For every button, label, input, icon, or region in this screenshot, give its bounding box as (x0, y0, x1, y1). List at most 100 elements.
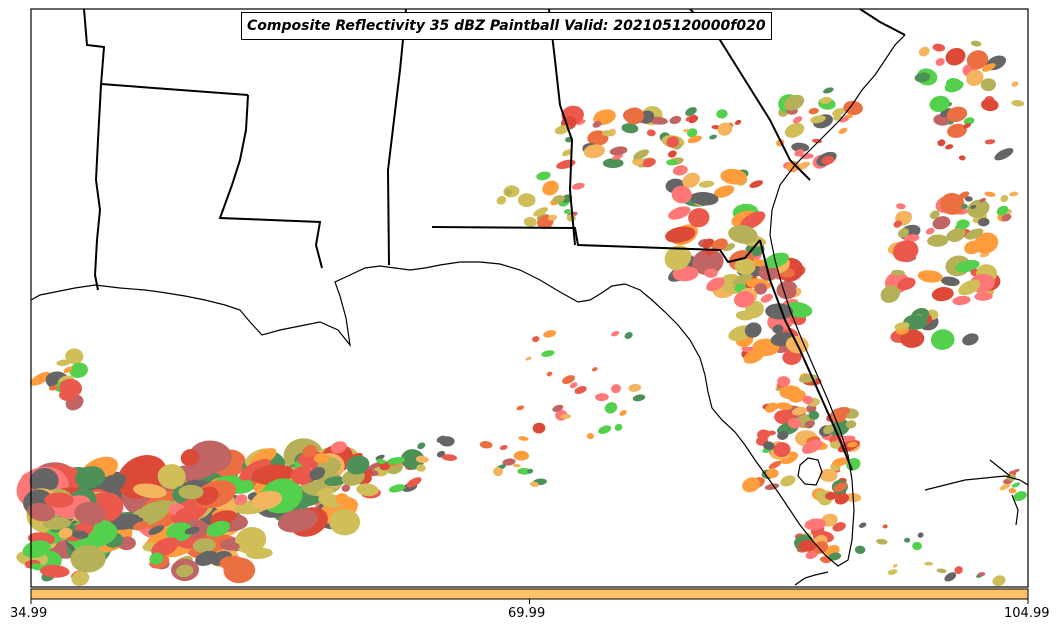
reflectivity-blob (239, 458, 271, 481)
reflectivity-blob (832, 457, 850, 467)
reflectivity-blob (685, 107, 697, 116)
reflectivity-blob (137, 500, 175, 519)
reflectivity-blob (823, 424, 835, 435)
reflectivity-blob (828, 552, 842, 561)
reflectivity-blob (48, 385, 59, 391)
reflectivity-blob (713, 185, 735, 198)
reflectivity-blob (504, 188, 513, 196)
state-line-ar-la (100, 83, 249, 96)
reflectivity-blob (682, 172, 700, 188)
reflectivity-blob (981, 63, 996, 72)
reflectivity-blob (502, 458, 516, 466)
reflectivity-blob (595, 393, 609, 402)
reflectivity-blob (891, 269, 905, 276)
reflectivity-blob (970, 204, 977, 209)
reflectivity-blob (529, 481, 539, 487)
reflectivity-blob (974, 292, 993, 301)
reflectivity-blob (30, 371, 51, 386)
map-plot-area (16, 8, 1029, 588)
reflectivity-blob (821, 155, 835, 165)
reflectivity-blob (741, 346, 753, 353)
reflectivity-blob (533, 207, 549, 217)
reflectivity-blob (611, 331, 620, 337)
reflectivity-blob (782, 349, 802, 365)
reflectivity-blob (711, 238, 728, 252)
reflectivity-blob (376, 458, 386, 465)
reflectivity-blob (552, 195, 565, 203)
reflectivity-blob (188, 440, 232, 474)
reflectivity-blob (235, 526, 267, 554)
reflectivity-blob (754, 282, 768, 295)
reflectivity-blob (773, 442, 791, 458)
reflectivity-blob (74, 501, 106, 526)
reflectivity-blob (777, 430, 789, 440)
reflectivity-blob (819, 468, 838, 482)
state-line-ms-al (386, 8, 407, 266)
reflectivity-blob (192, 538, 216, 553)
reflectivity-blob (784, 122, 805, 138)
reflectivity-blob (527, 468, 534, 474)
reflectivity-blob (517, 467, 532, 475)
reflectivity-blob (802, 395, 814, 405)
reflectivity-blob (324, 476, 347, 487)
reflectivity-blob (632, 157, 644, 166)
reflectivity-blob (832, 522, 846, 532)
reflectivity-blob (963, 117, 975, 125)
reflectivity-blob (925, 227, 935, 235)
reflectivity-blob (887, 569, 898, 575)
reflectivity-blob (1013, 491, 1027, 502)
colorbar (30, 588, 1029, 604)
reflectivity-blob (1008, 487, 1017, 494)
reflectivity-blob (149, 552, 164, 565)
reflectivity-blob (996, 205, 1009, 216)
reflectivity-blob (619, 410, 627, 416)
reflectivity-blob (668, 206, 691, 220)
reflectivity-blob (999, 482, 1011, 491)
reflectivity-blob (1009, 191, 1019, 197)
reflectivity-blob (571, 182, 585, 190)
state-line-al-ga (548, 8, 576, 246)
reflectivity-blob (665, 226, 696, 243)
reflectivity-blob (704, 268, 718, 278)
reflectivity-blob (59, 378, 83, 398)
reflectivity-blob (441, 454, 458, 461)
reflectivity-blob (583, 144, 605, 159)
reflectivity-blob (765, 402, 778, 413)
reflectivity-blob (880, 285, 901, 303)
reflectivity-blob (772, 324, 784, 334)
reflectivity-blob (945, 144, 954, 150)
reflectivity-blob (787, 418, 802, 429)
reflectivity-blob (666, 159, 678, 166)
reflectivity-blob (346, 455, 370, 475)
reflectivity-blob (668, 150, 677, 158)
reflectivity-blob (776, 402, 793, 411)
reflectivity-blob (966, 50, 989, 70)
reflectivity-blob (341, 484, 351, 492)
reflectivity-blob (763, 441, 775, 451)
reflectivity-blob (612, 153, 623, 160)
lake-okeechobee (797, 457, 823, 486)
reflectivity-blob (690, 191, 719, 206)
reflectivity-blob (611, 384, 621, 394)
reflectivity-blob (918, 46, 930, 57)
reflectivity-blob (666, 136, 679, 148)
reflectivity-blob (904, 234, 920, 243)
reflectivity-blob (493, 467, 504, 477)
reflectivity-blob (574, 386, 587, 394)
reflectivity-blob (552, 404, 564, 412)
reflectivity-blob (940, 276, 960, 287)
reflectivity-blob (944, 80, 964, 93)
reflectivity-blob (979, 252, 990, 258)
bahamas-islands (989, 459, 1019, 526)
reflectivity-blob (764, 252, 789, 268)
reflectivity-blob (799, 153, 814, 160)
reflectivity-blob (316, 487, 334, 498)
reflectivity-blob (1012, 469, 1020, 473)
reflectivity-blob (563, 209, 571, 215)
reflectivity-blob (929, 210, 940, 220)
reflectivity-blob (733, 291, 755, 308)
reflectivity-blob (965, 228, 984, 240)
reflectivity-blob (387, 456, 406, 465)
reflectivity-blob (984, 139, 996, 145)
reflectivity-blob (686, 128, 698, 138)
